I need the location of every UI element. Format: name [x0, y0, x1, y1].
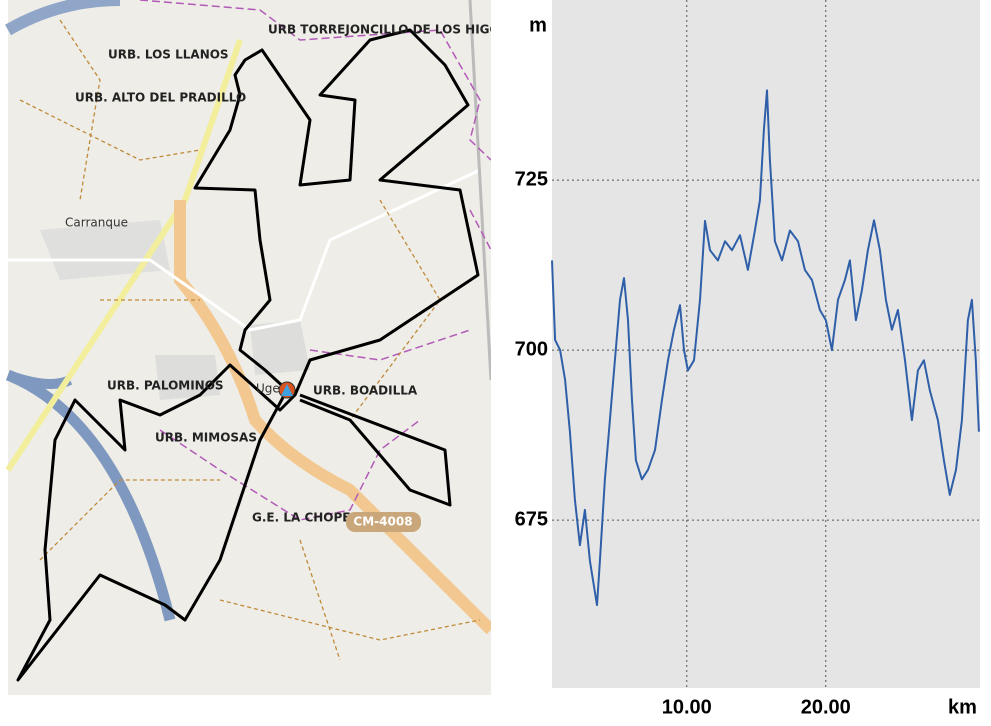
road-label: CM-4008 [353, 515, 412, 529]
x-tick-label: 10.00 [662, 696, 712, 718]
place-label: URB. MIMOSAS [155, 431, 257, 445]
road [8, 168, 481, 332]
place-label: Uge [256, 382, 280, 396]
plot-area [552, 0, 980, 688]
map: URB TORREJONCILLO DE LOS HIGOS URB. LOS … [5, 0, 491, 695]
elevation-line [551, 89, 980, 607]
y-axis-label: m [529, 14, 547, 36]
y-tick-label: 700 [515, 338, 548, 360]
place-label: URB. BOADILLA [313, 384, 418, 398]
route [16, 28, 480, 682]
x-axis-label: km [948, 696, 977, 718]
urban-area [155, 355, 220, 400]
place-label: URB TORREJONCILLO DE LOS HIGOS [268, 23, 491, 37]
road-shield [346, 512, 421, 532]
railway [468, 0, 491, 381]
track [19, 19, 481, 661]
y-tick-label: 725 [515, 168, 548, 190]
place-label: G.E. LA CHOPERA [252, 511, 370, 525]
x-tick-label: 20.00 [801, 696, 851, 718]
highway [5, 369, 176, 622]
place-label: URB. ALTO DEL PRADILLO [75, 91, 246, 105]
place-label: Carranque [65, 216, 128, 230]
urban-area [250, 320, 310, 375]
place-label: URB. LOS LLANOS [108, 48, 229, 62]
highway [5, 0, 121, 36]
y-tick-label: 675 [515, 508, 548, 530]
start-marker [281, 384, 293, 396]
urban-area [40, 220, 170, 280]
road [174, 200, 491, 635]
place-label: URB. PALOMINOS [107, 379, 224, 393]
